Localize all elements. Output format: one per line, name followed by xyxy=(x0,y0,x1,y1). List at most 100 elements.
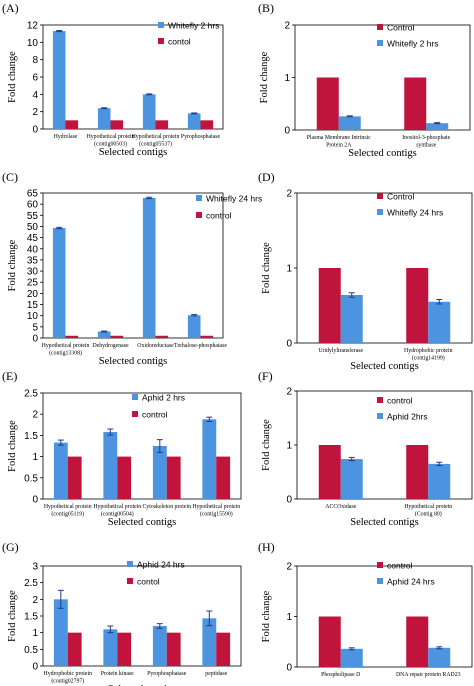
x-category-label: Dehydrogenase xyxy=(92,343,128,349)
y-tick-label: 2 xyxy=(286,387,292,398)
legend-swatch xyxy=(377,562,383,568)
x-category-label: Oxidoreductase xyxy=(137,343,174,349)
legend-swatch xyxy=(158,38,164,44)
y-tick-label: 2 xyxy=(32,595,38,606)
legend-label: Aphid 24 hrs xyxy=(387,577,435,587)
bar xyxy=(428,647,451,667)
bar xyxy=(152,626,167,666)
x-category-label: Hypothetical protein (contig05119) xyxy=(44,504,92,517)
panel-label: (H) xyxy=(258,540,275,554)
y-axis-title: Fold change xyxy=(259,51,270,103)
bar xyxy=(316,77,339,130)
y-tick-label: 1 xyxy=(286,264,292,275)
x-category-label: Hydrophobic protein (contig02797) xyxy=(44,671,93,684)
bar xyxy=(97,331,111,338)
x-category-label: Hypothetical protein (Contig 80) xyxy=(404,504,452,517)
legend-label: Whitefly 24 hrs xyxy=(206,194,262,204)
legend-label: Aphid 2hrs xyxy=(387,412,428,422)
bar xyxy=(155,120,169,129)
y-axis-title: Fold change xyxy=(7,51,18,103)
bar xyxy=(187,315,201,338)
legend-swatch xyxy=(127,578,133,584)
legend-swatch xyxy=(132,411,138,417)
panel-label: (F) xyxy=(258,369,273,383)
bar xyxy=(404,77,427,130)
x-category-label: Cytoskeleton protein xyxy=(143,504,192,510)
legend-swatch xyxy=(196,195,202,201)
y-tick-label: 60 xyxy=(27,200,39,211)
x-category-label: Hypothetical protein (contig05537) xyxy=(132,134,180,147)
bar xyxy=(110,120,124,129)
bar xyxy=(103,629,118,666)
legend-label: Control xyxy=(387,23,415,33)
legend-label: control xyxy=(206,211,232,221)
x-category-label: Plasma Membrane Intrinsic Protein 2A xyxy=(307,135,371,148)
y-tick-label: 2 xyxy=(32,107,38,118)
panel-d: (D) 0 1 2 Uridylyltransferase Hydrophobic pro… xyxy=(258,170,473,372)
y-axis-title: Fold change xyxy=(261,590,272,642)
legend-swatch xyxy=(377,397,383,403)
y-tick-label: 0 xyxy=(32,495,38,506)
bar xyxy=(202,419,217,499)
legend-label: Whitefly 24 hrs xyxy=(387,208,443,218)
legend-label: contol xyxy=(137,577,160,587)
x-category-label: DNA repair protein RAD23 xyxy=(396,672,461,678)
bar xyxy=(103,432,118,499)
y-tick-label: 2.5 xyxy=(24,389,38,400)
x-category-label: Protein kinase xyxy=(101,671,134,677)
y-axis-title: Fold change xyxy=(7,590,18,642)
panel-label: (A) xyxy=(2,1,19,15)
bar xyxy=(187,113,201,129)
y-tick-label: 20 xyxy=(27,289,39,300)
bar xyxy=(338,116,361,130)
bar xyxy=(406,268,429,343)
y-tick-label: 5 xyxy=(32,322,38,333)
legend-label: control xyxy=(387,396,413,406)
x-category-label: Pyrophosphatase xyxy=(181,134,221,140)
y-tick-label: 0 xyxy=(32,662,38,673)
y-tick-label: 2 xyxy=(32,410,38,421)
y-axis-title: Fold change xyxy=(7,420,18,472)
bar xyxy=(318,268,341,343)
bar xyxy=(166,632,181,666)
x-category-label: Trehalose-phosphatase xyxy=(174,343,227,349)
y-tick-label: 0 xyxy=(32,334,38,345)
bar xyxy=(318,445,341,499)
x-category-label: Hypothetical protein (contig00503) xyxy=(87,134,135,147)
legend-swatch xyxy=(377,24,383,30)
legend-swatch xyxy=(377,413,383,419)
y-tick-label: 0 xyxy=(284,126,290,137)
y-tick-label: 1.5 xyxy=(24,431,38,442)
bar xyxy=(142,197,156,338)
bar xyxy=(200,120,214,129)
legend-swatch xyxy=(377,193,383,199)
bar xyxy=(426,123,449,130)
y-tick-label: 50 xyxy=(27,222,39,233)
bar xyxy=(52,228,66,338)
x-category-label: Pyrophosphatase xyxy=(147,671,187,677)
bar xyxy=(117,632,132,666)
legend-label: contol xyxy=(168,37,191,47)
bar xyxy=(53,599,68,666)
y-tick-label: 10 xyxy=(27,38,39,49)
legend-label: Aphid 24 hrs xyxy=(137,560,185,570)
y-tick-label: 40 xyxy=(27,244,39,255)
bar xyxy=(65,120,79,129)
y-axis-title: Fold change xyxy=(7,239,18,291)
legend-swatch xyxy=(377,40,383,46)
legend-label: Whitefly 2 hrs xyxy=(168,21,220,31)
legend-label: Whitefly 2 hrs xyxy=(387,39,439,49)
bar xyxy=(52,31,66,129)
y-tick-label: 2 xyxy=(286,189,292,200)
legend-label: Aphid 2 hrs xyxy=(142,393,185,403)
plot-frame xyxy=(42,392,242,500)
panel-label: (G) xyxy=(2,540,19,554)
x-axis-title: Selected contigs xyxy=(99,356,168,367)
y-tick-label: 1 xyxy=(286,441,292,452)
x-axis-title: Selected contigs xyxy=(108,517,177,528)
y-tick-label: 65 xyxy=(27,189,39,200)
x-axis-title: Selected contigs xyxy=(99,147,168,158)
y-tick-label: 55 xyxy=(27,211,39,222)
